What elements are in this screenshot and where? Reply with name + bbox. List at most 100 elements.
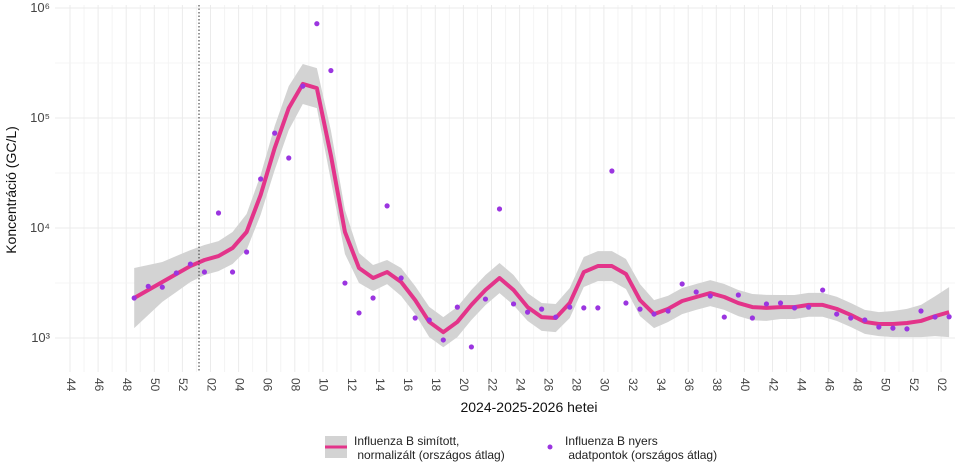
x-tick-label: 08 xyxy=(289,378,303,392)
legend-label: Influenza B simított, normalizált (orszá… xyxy=(354,434,505,462)
x-tick-label: 50 xyxy=(879,378,893,392)
x-tick-label: 24 xyxy=(513,378,527,392)
data-point xyxy=(525,309,531,315)
x-tick-label: 14 xyxy=(373,378,387,392)
data-point xyxy=(412,315,418,321)
x-tick-label: 10 xyxy=(317,378,331,392)
y-tick-label: 10⁵ xyxy=(30,110,50,125)
y-tick-label: 10⁴ xyxy=(30,220,50,235)
data-point xyxy=(356,310,362,316)
x-tick-label: 28 xyxy=(570,378,584,392)
x-tick-label: 52 xyxy=(907,378,921,392)
data-point xyxy=(440,337,446,343)
data-point xyxy=(679,281,685,287)
x-tick-label: 40 xyxy=(738,378,752,392)
data-point xyxy=(201,269,208,275)
data-point xyxy=(806,304,812,310)
data-point xyxy=(876,324,882,330)
data-point xyxy=(314,21,320,27)
data-point xyxy=(258,176,264,182)
data-point xyxy=(862,317,868,323)
x-tick-label: 46 xyxy=(823,378,837,392)
x-tick-label: 30 xyxy=(598,378,612,392)
x-tick-label: 36 xyxy=(682,378,696,392)
data-point xyxy=(145,283,151,289)
data-point xyxy=(637,306,643,312)
data-point xyxy=(693,289,699,295)
y-axis-title: Koncentráció (GC/L) xyxy=(3,126,19,254)
x-tick-label: 02 xyxy=(204,378,218,392)
x-tick-label: 50 xyxy=(148,378,162,392)
data-point xyxy=(300,83,306,89)
data-point xyxy=(370,295,376,301)
grid xyxy=(55,5,955,372)
x-tick-label: 02 xyxy=(935,378,949,392)
x-tick-label: 20 xyxy=(457,378,471,392)
x-tick-label: 48 xyxy=(851,378,865,392)
data-point xyxy=(904,326,910,332)
data-point xyxy=(328,67,334,74)
data-point xyxy=(567,304,573,310)
data-point xyxy=(342,280,348,286)
confidence-band xyxy=(134,63,950,348)
data-point xyxy=(581,305,587,311)
x-tick-label: 22 xyxy=(485,378,499,392)
data-point xyxy=(131,295,137,301)
data-point xyxy=(229,269,236,275)
y-tick-label: 10³ xyxy=(31,330,50,345)
data-point xyxy=(890,325,896,331)
x-tick-label: 46 xyxy=(92,378,106,392)
data-point xyxy=(496,206,503,212)
legend-label: Influenza B nyers adatpontok (országos á… xyxy=(565,434,718,462)
data-point xyxy=(398,275,404,281)
x-tick-label: 18 xyxy=(429,378,443,392)
data-point xyxy=(272,130,278,136)
data-point xyxy=(539,306,545,312)
x-tick-label: 38 xyxy=(710,378,724,392)
smoothed-line xyxy=(133,81,950,335)
x-tick-label: 44 xyxy=(794,378,808,392)
x-tick-label: 26 xyxy=(542,378,556,392)
data-point xyxy=(454,304,460,310)
data-point xyxy=(244,249,250,255)
data-point xyxy=(159,284,165,290)
data-point xyxy=(173,270,179,276)
x-tick-label: 06 xyxy=(261,378,275,392)
x-tick-label: 04 xyxy=(232,378,246,392)
x-tick-label: 12 xyxy=(345,378,359,392)
data-point xyxy=(384,203,390,209)
x-axis-title: 2024-2025-2026 hetei xyxy=(460,399,597,415)
x-tick-label: 32 xyxy=(626,378,640,392)
data-point xyxy=(553,314,559,320)
data-point xyxy=(820,287,826,293)
marks xyxy=(131,21,952,350)
x-tick-label: 52 xyxy=(176,378,190,392)
data-point xyxy=(791,305,798,311)
x-tick-label: 16 xyxy=(401,378,415,392)
data-point xyxy=(834,311,840,317)
data-point xyxy=(707,293,713,299)
data-point xyxy=(932,314,938,320)
data-point xyxy=(609,168,615,174)
data-point xyxy=(721,314,727,320)
data-point xyxy=(735,292,741,298)
data-point xyxy=(510,301,517,307)
data-point xyxy=(946,314,952,320)
data-point xyxy=(595,305,601,311)
data-point xyxy=(187,261,193,267)
y-tick-label: 10⁶ xyxy=(30,0,50,15)
data-point xyxy=(749,315,756,321)
x-tick-label: 42 xyxy=(766,378,780,392)
data-point xyxy=(215,210,222,216)
x-tick-label: 48 xyxy=(120,378,134,392)
legend-key-dot xyxy=(547,444,553,450)
x-tick-label: 44 xyxy=(64,378,78,392)
data-point xyxy=(848,315,854,321)
data-point xyxy=(777,300,784,306)
data-point xyxy=(426,317,432,323)
x-tick-label: 34 xyxy=(654,378,668,392)
data-point xyxy=(482,296,489,302)
data-point xyxy=(651,311,657,317)
